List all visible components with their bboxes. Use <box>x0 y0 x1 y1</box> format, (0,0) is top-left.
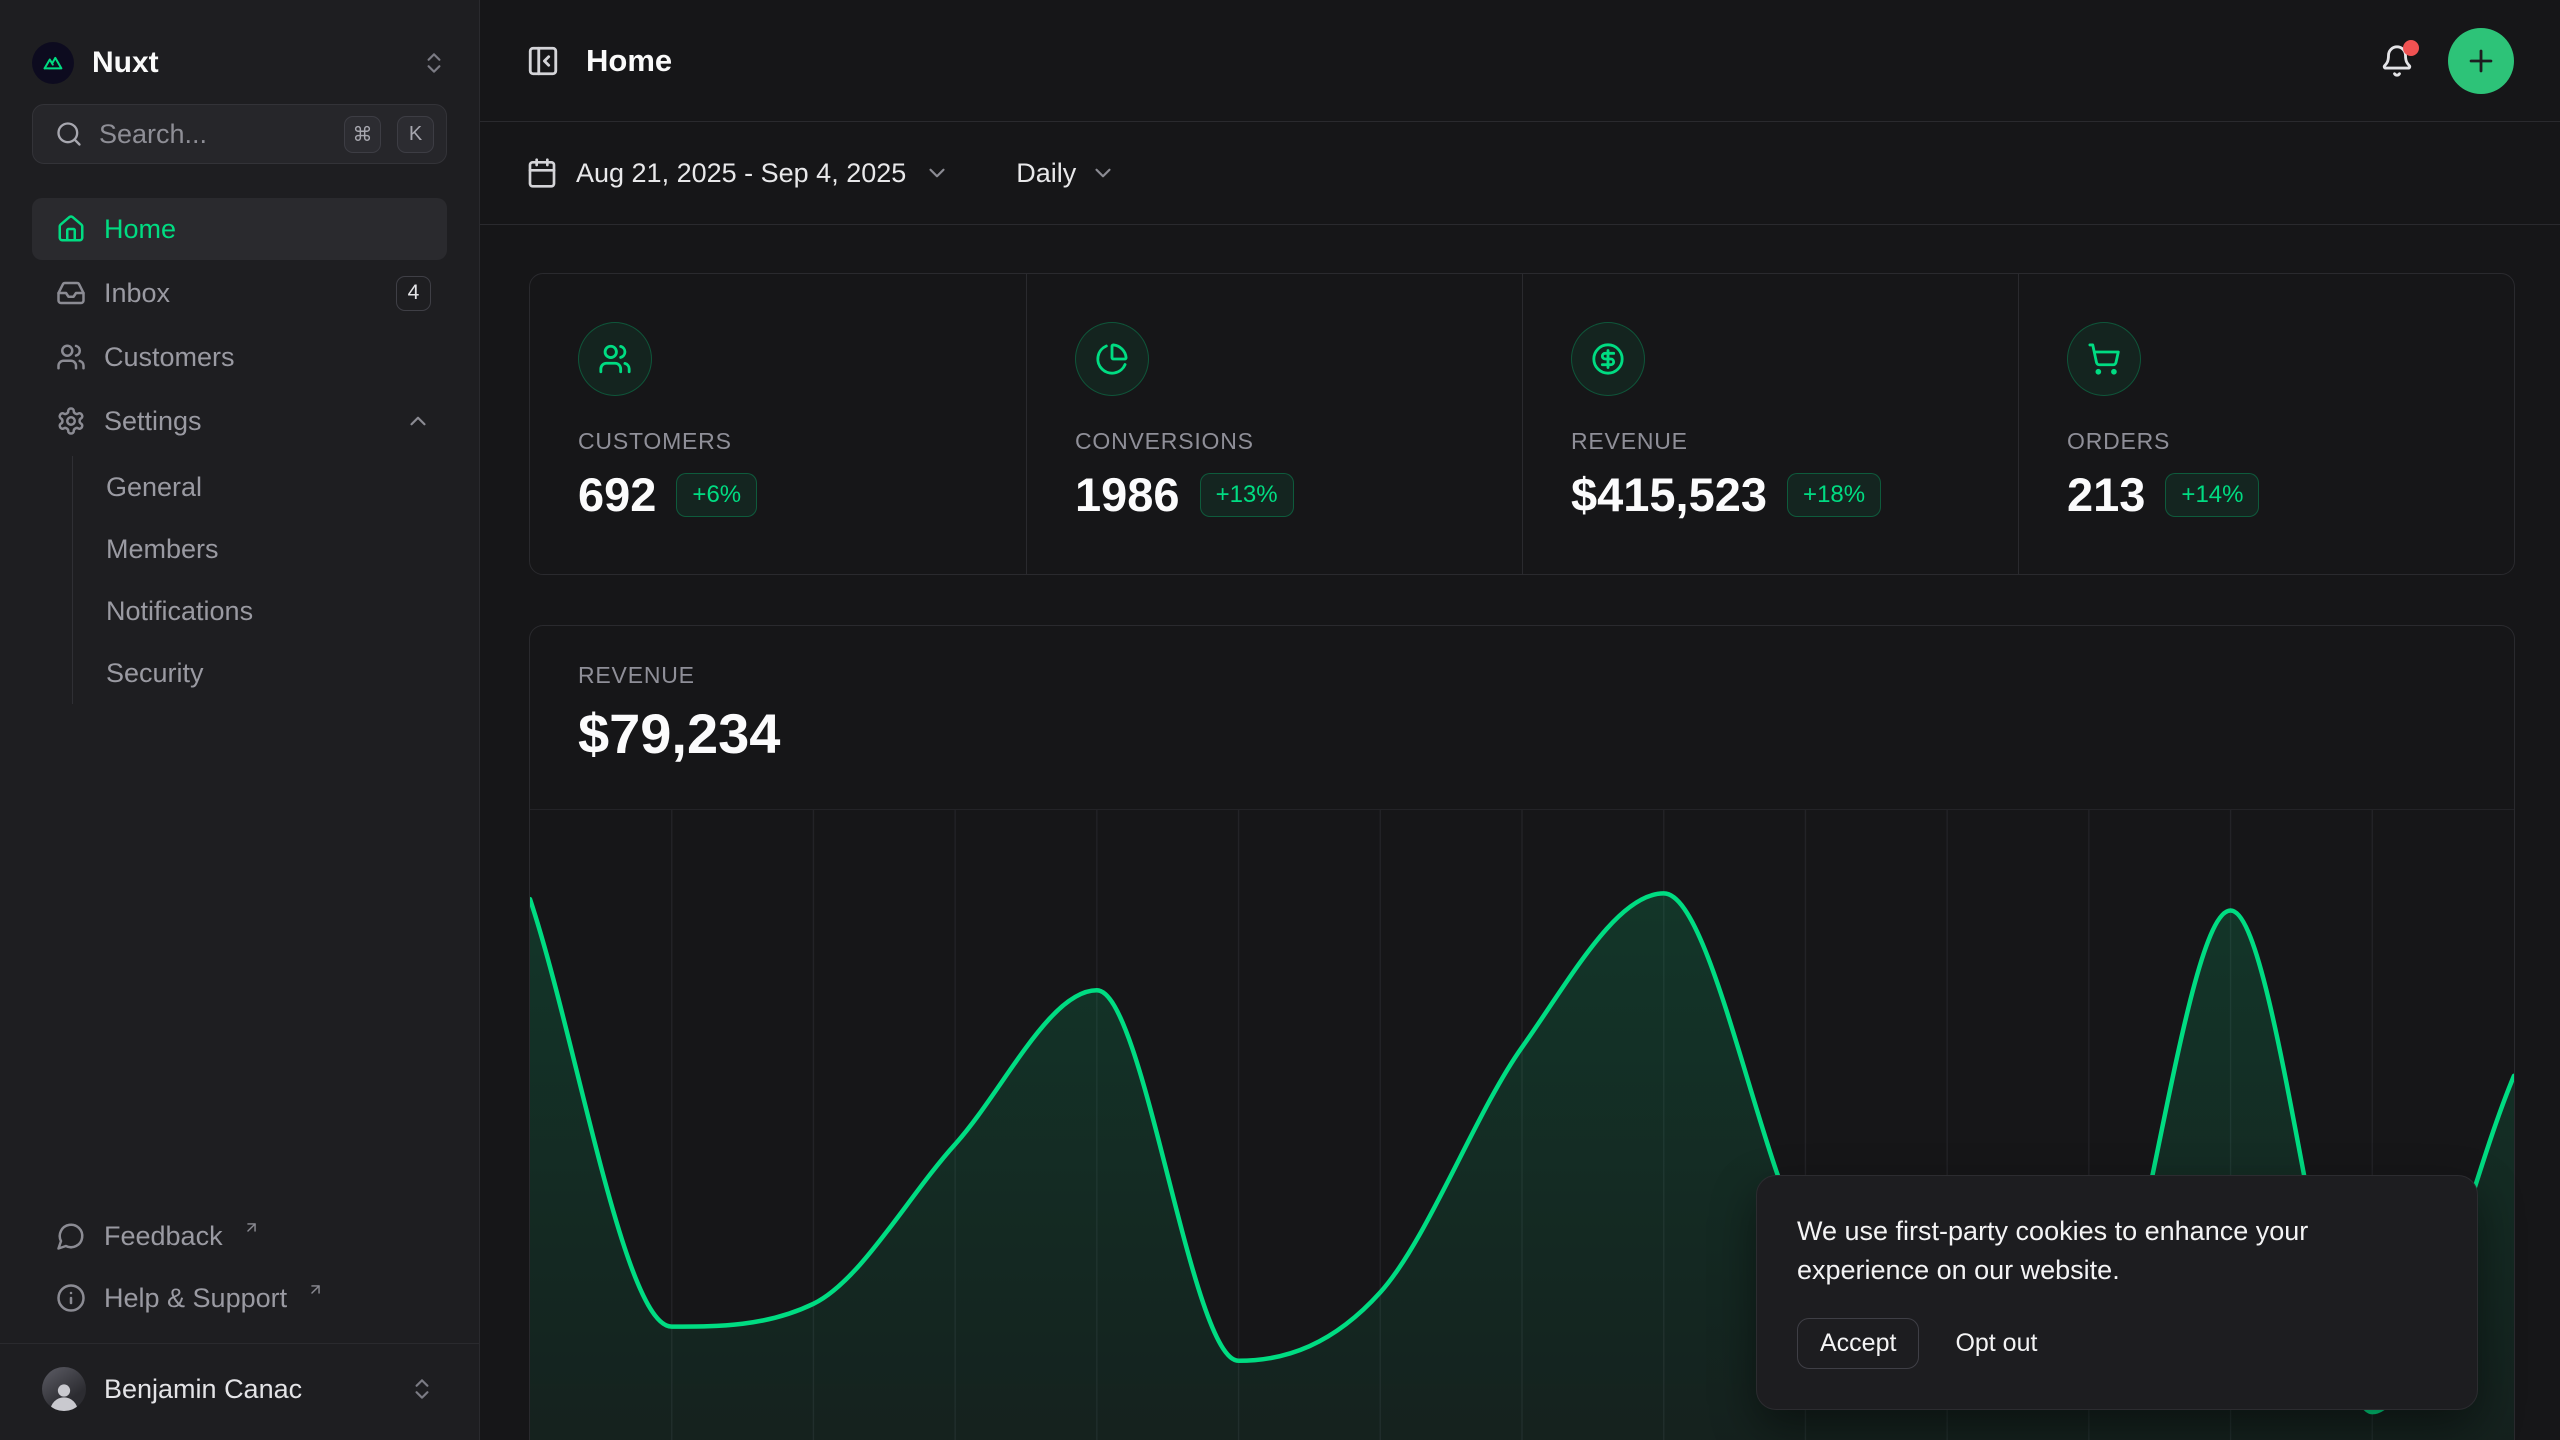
sidebar-item-help-support[interactable]: Help & Support <box>32 1267 447 1329</box>
stat-delta-badge: +13% <box>1199 472 1294 517</box>
house-icon <box>56 214 86 244</box>
stat-customers[interactable]: CUSTOMERS 692 +6% <box>530 274 1026 574</box>
stat-delta-badge: +14% <box>2165 472 2260 517</box>
user-name: Benjamin Canac <box>104 1373 303 1404</box>
calendar-icon <box>526 157 558 189</box>
stat-value: 1986 <box>1075 468 1180 521</box>
user-avatar <box>42 1367 86 1411</box>
chevron-down-icon <box>924 160 950 186</box>
revenue-chart-svg <box>530 810 2514 1440</box>
cookie-banner: We use first-party cookies to enhance yo… <box>1756 1174 2478 1410</box>
sidebar-item-home[interactable]: Home <box>32 198 447 260</box>
stat-label: CONVERSIONS <box>1075 428 1254 454</box>
collapse-sidebar-button[interactable] <box>526 44 560 78</box>
settings-subnav: General Members Notifications Security <box>72 456 447 704</box>
stat-revenue[interactable]: REVENUE $415,523 +18% <box>1522 274 2018 574</box>
chevron-down-icon <box>1090 160 1116 186</box>
stat-value: 213 <box>2067 468 2146 521</box>
header-actions <box>2380 27 2514 94</box>
plus-icon <box>2469 49 2493 72</box>
sidebar-item-label: Home <box>104 213 177 244</box>
users-icon <box>56 342 86 372</box>
stat-delta-badge: +18% <box>1787 472 1882 517</box>
date-range-picker[interactable]: Aug 21, 2025 - Sep 4, 2025 <box>526 157 950 189</box>
granularity-value: Daily <box>1016 157 1077 188</box>
stat-label: REVENUE <box>1571 428 1688 454</box>
revenue-value: $79,234 <box>578 702 781 765</box>
opt-out-button[interactable]: Opt out <box>1955 1329 2038 1357</box>
add-button[interactable] <box>2448 27 2514 94</box>
users-icon <box>578 322 652 396</box>
search-box[interactable]: ⌘ K <box>32 104 447 164</box>
cookie-actions: Accept Opt out <box>1797 1318 2437 1369</box>
gear-icon <box>56 406 86 436</box>
sidebar-item-security[interactable]: Security <box>106 657 204 688</box>
granularity-select[interactable]: Daily <box>1016 158 1116 189</box>
kbd-k: K <box>397 115 434 153</box>
arrow-up-right-icon <box>243 1219 260 1236</box>
cookie-message: We use first-party cookies to enhance yo… <box>1797 1215 2309 1285</box>
chart-line <box>530 891 2514 1415</box>
sidebar-item-members[interactable]: Members <box>106 533 219 564</box>
sidebar-nav: Home Inbox 4 Customers <box>32 198 447 708</box>
sidebar-item-feedback[interactable]: Feedback <box>32 1205 447 1267</box>
workspace-switcher[interactable]: Nuxt <box>32 0 447 84</box>
sidebar: Nuxt ⌘ K Home <box>0 0 480 1440</box>
circle-dollar-sign-icon <box>1571 322 1645 396</box>
kbd-cmd: ⌘ <box>344 115 381 153</box>
arrow-up-right-icon <box>307 1281 324 1298</box>
chevron-up-icon <box>405 408 431 434</box>
search-icon <box>55 120 83 148</box>
revenue-header: REVENUE $79,234 <box>530 626 2514 809</box>
sidebar-item-label: Customers <box>104 341 235 372</box>
revenue-chart[interactable] <box>530 809 2514 1440</box>
page-header: Home <box>480 0 2560 122</box>
bell-icon <box>2382 45 2412 77</box>
inbox-count-badge: 4 <box>396 275 431 311</box>
stat-label: ORDERS <box>2067 428 2171 454</box>
shopping-cart-icon <box>2067 322 2141 396</box>
revenue-label: REVENUE <box>578 662 695 688</box>
stat-label: CUSTOMERS <box>578 428 732 454</box>
foot-item-label: Feedback <box>104 1220 223 1251</box>
notification-dot <box>2403 39 2419 56</box>
search-input[interactable] <box>99 118 328 150</box>
stat-value: $415,523 <box>1571 468 1768 521</box>
sidebar-divider <box>0 1343 479 1344</box>
notifications-button[interactable] <box>2380 39 2419 78</box>
message-circle-icon <box>56 1221 86 1251</box>
stats-panel: CUSTOMERS 692 +6% CONVERSIONS 1986 +13% <box>529 273 2515 575</box>
user-menu[interactable]: Benjamin Canac <box>32 1344 447 1440</box>
sidebar-item-label: Settings <box>104 405 202 436</box>
revenue-panel: REVENUE $79,234 <box>529 625 2515 1440</box>
sidebar-item-customers[interactable]: Customers <box>32 326 447 388</box>
inbox-icon <box>56 278 86 308</box>
sidebar-spacer <box>32 708 447 1205</box>
sidebar-item-label: Inbox <box>104 277 171 308</box>
sidebar-item-notifications[interactable]: Notifications <box>106 595 254 626</box>
accept-cookies-button[interactable]: Accept <box>1797 1318 1920 1369</box>
chevrons-up-down-icon <box>421 50 447 76</box>
nuxt-logo-icon <box>32 42 74 84</box>
stat-orders[interactable]: ORDERS 213 +14% <box>2018 274 2514 574</box>
sidebar-item-settings[interactable]: Settings <box>32 390 447 452</box>
stat-value: 692 <box>578 468 657 521</box>
chevrons-up-down-icon <box>409 1376 435 1402</box>
filters-toolbar: Aug 21, 2025 - Sep 4, 2025 Daily <box>480 122 2560 225</box>
stat-delta-badge: +6% <box>676 472 758 517</box>
sidebar-item-inbox[interactable]: Inbox 4 <box>32 262 447 324</box>
main-area: Home Aug 21, 2025 - Sep 4, 2025 <box>480 0 2560 1440</box>
chart-area <box>530 893 2514 1440</box>
info-circle-icon <box>56 1283 86 1313</box>
page-title: Home <box>586 42 673 78</box>
sidebar-item-general[interactable]: General <box>106 471 203 502</box>
workspace-name: Nuxt <box>92 46 159 79</box>
chart-pie-icon <box>1075 322 1149 396</box>
foot-item-label: Help & Support <box>104 1282 288 1313</box>
stat-conversions[interactable]: CONVERSIONS 1986 +13% <box>1026 274 1522 574</box>
dashboard-content: CUSTOMERS 692 +6% CONVERSIONS 1986 +13% <box>480 225 2560 1440</box>
date-range-value: Aug 21, 2025 - Sep 4, 2025 <box>576 157 907 188</box>
